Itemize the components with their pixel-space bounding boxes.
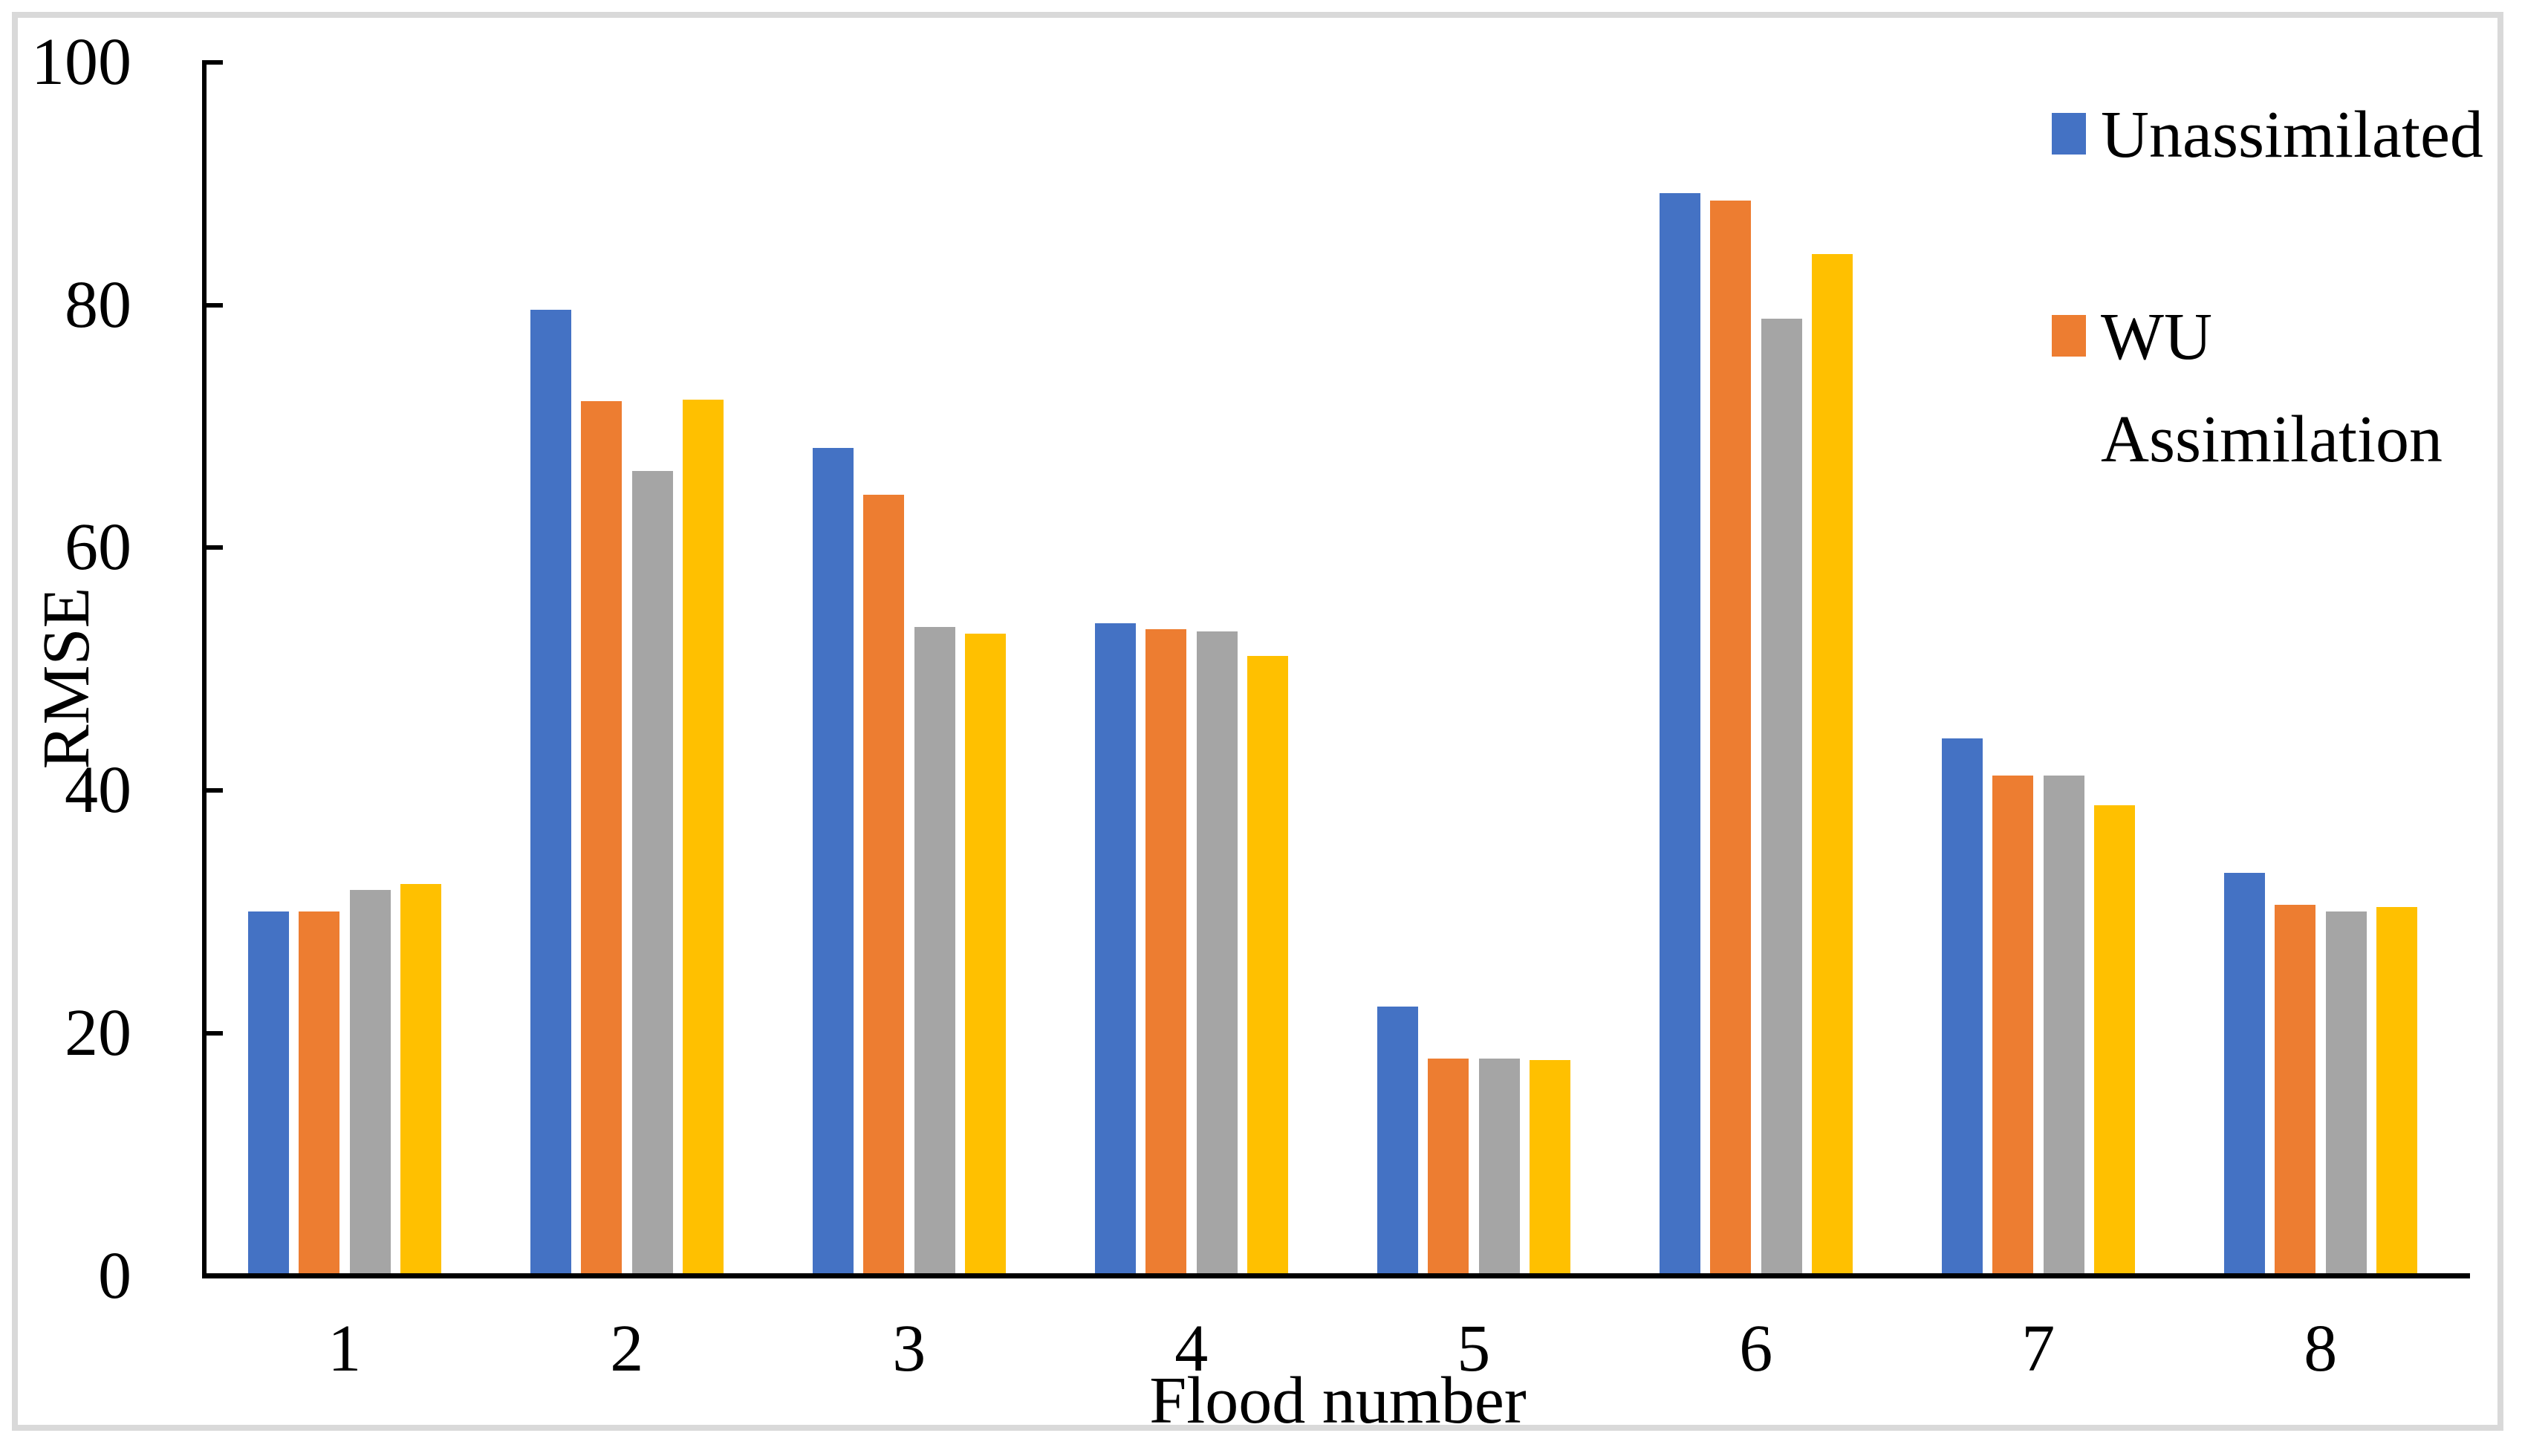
bar-category-3-series-1 — [812, 448, 854, 1273]
y-axis-tick-mark — [207, 1030, 223, 1036]
bar-category-1-series-1 — [247, 911, 289, 1273]
x-axis-tick-label-6: 6 — [1739, 1312, 1773, 1385]
bar-category-3-series-3 — [914, 626, 955, 1273]
bar-category-8-series-3 — [2325, 911, 2367, 1273]
legend-label-2: WU Assimilation — [2101, 300, 2443, 476]
bar-category-5-series-1 — [1377, 1006, 1418, 1273]
bar-category-4-series-4 — [1247, 655, 1288, 1273]
bar-category-1-series-3 — [349, 890, 391, 1273]
y-axis-title: RMSE — [30, 587, 103, 770]
bar-category-1-series-4 — [400, 883, 441, 1273]
bar-category-5-series-2 — [1428, 1059, 1469, 1273]
bar-category-2-series-2 — [581, 400, 622, 1273]
x-axis-tick-label-1: 1 — [328, 1312, 362, 1385]
y-axis-tick-label: 60 — [65, 510, 131, 585]
bar-category-7-series-2 — [1992, 776, 2033, 1273]
bar-category-6-series-1 — [1659, 193, 1700, 1273]
x-axis-tick-label-2: 2 — [610, 1312, 644, 1385]
bar-category-2-series-1 — [530, 310, 571, 1273]
bar-category-5-series-3 — [1478, 1059, 1520, 1273]
bar-category-7-series-3 — [2043, 776, 2084, 1273]
y-axis-tick-label: 100 — [31, 25, 131, 99]
bar-category-6-series-2 — [1710, 201, 1751, 1273]
bar-category-2-series-3 — [631, 471, 673, 1273]
bar-category-3-series-4 — [965, 634, 1006, 1273]
bar-category-5-series-4 — [1530, 1059, 1570, 1273]
legend-label-1: Unassimilated — [2101, 98, 2483, 172]
y-axis-tick-mark — [207, 545, 223, 550]
bar-category-1-series-2 — [299, 911, 339, 1273]
bar-category-2-series-4 — [683, 400, 724, 1273]
legend-swatch-2 — [2052, 315, 2086, 357]
x-axis-title: Flood number — [1149, 1364, 1527, 1437]
x-axis-tick-label-4: 4 — [1174, 1312, 1209, 1385]
x-axis-tick-label-8: 8 — [2304, 1312, 2338, 1385]
bar-category-7-series-1 — [1941, 738, 1983, 1273]
bar-category-7-series-4 — [2094, 805, 2135, 1273]
legend-swatch-1 — [2052, 113, 2086, 155]
bar-category-4-series-3 — [1196, 631, 1238, 1273]
figure-border — [12, 12, 2503, 1431]
bar-category-8-series-4 — [2376, 906, 2417, 1273]
bar-category-4-series-2 — [1145, 628, 1186, 1273]
y-axis-tick-label: 20 — [65, 995, 131, 1070]
x-axis-line — [202, 1273, 2470, 1278]
bar-category-6-series-4 — [1812, 254, 1853, 1273]
y-axis-tick-mark — [207, 302, 223, 308]
bar-category-4-series-1 — [1094, 623, 1136, 1273]
y-axis-tick-label: 0 — [98, 1238, 131, 1313]
y-axis-tick-label: 40 — [65, 753, 131, 828]
bar-category-3-series-2 — [863, 494, 904, 1273]
y-axis-tick-mark — [207, 788, 223, 793]
y-axis-tick-mark — [207, 60, 223, 65]
y-axis-line — [202, 60, 207, 1278]
bar-category-6-series-3 — [1761, 318, 1802, 1273]
x-axis-tick-label-3: 3 — [892, 1312, 926, 1385]
x-axis-tick-label-7: 7 — [2021, 1312, 2055, 1385]
y-axis-tick-label: 80 — [65, 267, 131, 342]
bar-category-8-series-1 — [2223, 873, 2265, 1273]
x-axis-tick-label-5: 5 — [1457, 1312, 1491, 1385]
bar-category-8-series-2 — [2275, 904, 2315, 1273]
